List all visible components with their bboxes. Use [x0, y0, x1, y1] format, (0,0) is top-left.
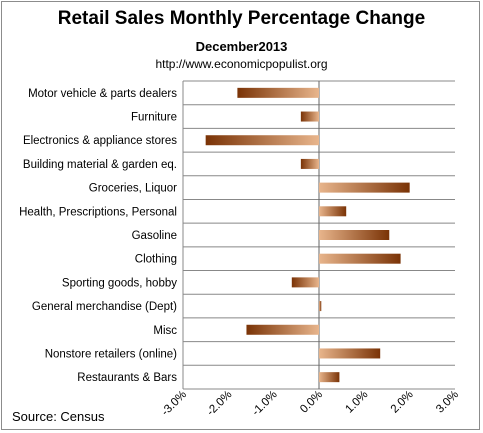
- x-tick-label: 1.0%: [343, 389, 370, 416]
- bar: [319, 372, 340, 383]
- chart-title: Retail Sales Monthly Percentage Change: [57, 8, 426, 29]
- x-tick-label: -2.0%: [205, 389, 235, 419]
- bar: [319, 348, 381, 359]
- category-label: Groceries, Liquor: [89, 183, 177, 195]
- category-label: Furniture: [131, 112, 177, 124]
- bar: [319, 206, 347, 217]
- x-tick-label: 2.0%: [389, 389, 416, 416]
- category-label: Building material & garden eq.: [23, 159, 177, 171]
- x-tick-label: 3.0%: [434, 389, 461, 416]
- bar: [237, 87, 319, 98]
- category-label: General merchandise (Dept): [32, 301, 177, 313]
- source-note: Source: Census: [12, 409, 105, 424]
- x-tick-label: 0.0%: [298, 389, 325, 416]
- x-tick-label: -3.0%: [159, 389, 189, 419]
- category-label: Nonstore retailers (online): [45, 348, 177, 360]
- x-tick-label: -1.0%: [250, 389, 280, 419]
- category-label: Restaurants & Bars: [77, 372, 177, 384]
- category-label: Health, Prescriptions, Personal: [19, 206, 177, 218]
- source-url: http://www.economicpopulist.org: [155, 57, 328, 71]
- chart-subtitle: December2013: [195, 39, 288, 54]
- bar: [319, 301, 322, 312]
- category-label: Misc: [153, 325, 177, 337]
- bar: [319, 230, 390, 240]
- bar: [319, 182, 410, 193]
- category-label: Gasoline: [132, 230, 177, 242]
- bar: [300, 111, 319, 122]
- bar: [300, 158, 319, 169]
- bar: [291, 277, 319, 288]
- category-label: Sporting goods, hobby: [62, 277, 177, 289]
- bar: [319, 253, 401, 264]
- category-label: Motor vehicle & parts dealers: [28, 88, 177, 100]
- category-label: Electronics & appliance stores: [23, 135, 177, 147]
- bar: [246, 324, 319, 335]
- bar: [205, 135, 319, 146]
- category-label: Clothing: [135, 254, 177, 266]
